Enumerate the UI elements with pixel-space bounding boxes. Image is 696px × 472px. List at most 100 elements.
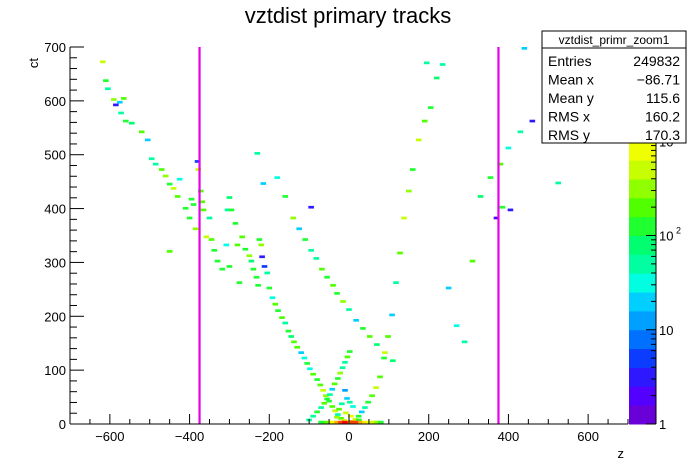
histogram-cell xyxy=(378,420,384,424)
palette-segment xyxy=(629,216,656,236)
y-tick-label: 600 xyxy=(44,94,66,109)
histogram-cell xyxy=(362,420,368,424)
histogram-cell xyxy=(158,168,165,171)
histogram-cell xyxy=(344,397,350,400)
histogram-cell xyxy=(296,227,302,231)
palette-segment xyxy=(629,329,656,350)
histogram-cell xyxy=(190,203,197,206)
histogram-cell xyxy=(291,340,297,344)
histogram-cell xyxy=(103,79,109,82)
histogram-cell xyxy=(353,318,359,322)
histogram-cell xyxy=(337,371,344,375)
histogram-cell xyxy=(477,195,484,198)
histogram-cell xyxy=(445,286,452,290)
y-tick-label: 0 xyxy=(59,417,66,432)
histogram-cell xyxy=(321,401,328,405)
histogram-cell xyxy=(326,399,332,403)
histogram-cell xyxy=(334,420,340,424)
histogram-cell xyxy=(239,235,245,239)
palette-segment xyxy=(629,310,656,331)
histogram-cell xyxy=(313,257,320,260)
histogram-cell xyxy=(224,208,231,212)
histogram-cell xyxy=(409,168,416,171)
histogram-cell xyxy=(339,366,346,370)
stats-row-value: 249832 xyxy=(633,53,680,69)
stats-row-value: −86.71 xyxy=(637,72,680,88)
histogram-cell xyxy=(323,394,329,398)
histogram-cell xyxy=(374,420,380,424)
histogram-cell xyxy=(256,238,263,241)
stats-row-label: Entries xyxy=(548,53,592,69)
histogram-cell xyxy=(242,247,249,251)
palette-segment xyxy=(629,254,656,274)
histogram-cell xyxy=(362,406,368,409)
histogram-cell xyxy=(226,196,233,199)
palette-tick-label: 1 xyxy=(659,417,666,432)
histogram-cell xyxy=(354,420,360,424)
histogram-cell xyxy=(507,208,514,212)
histogram-cell xyxy=(272,302,279,306)
x-tick-label: 600 xyxy=(577,429,599,444)
histogram-cell xyxy=(329,387,336,391)
histogram-cell xyxy=(192,227,199,231)
histogram-cell xyxy=(350,420,356,424)
histogram-cell xyxy=(208,238,215,241)
histogram-cell xyxy=(214,259,221,263)
histogram-cell xyxy=(118,111,124,115)
histogram-cell xyxy=(433,76,440,80)
histogram-cell xyxy=(144,138,151,142)
histogram-cell xyxy=(346,308,352,311)
plot-frame xyxy=(70,47,628,424)
stats-box-title: vztdist_primr_zoom1 xyxy=(559,33,670,47)
histogram-cell xyxy=(322,420,328,424)
histogram-cell xyxy=(302,238,308,241)
histogram-cell xyxy=(555,181,562,185)
histogram-cell xyxy=(234,243,241,247)
histogram-cell xyxy=(195,168,202,171)
histogram-cell xyxy=(415,138,422,142)
stats-row-value: 160.2 xyxy=(645,109,680,125)
histogram-cell xyxy=(123,119,129,123)
histogram-cell xyxy=(176,177,183,181)
histogram-cell xyxy=(275,309,281,312)
histogram-cell xyxy=(162,174,169,178)
histogram-cell xyxy=(318,406,324,409)
stats-box[interactable]: vztdist_primr_zoom1 Entries 249832 Mean x −8… xyxy=(541,30,687,144)
histogram-cell xyxy=(111,98,117,101)
histogram-cell xyxy=(342,360,348,364)
histogram-cell xyxy=(340,300,346,303)
x-tick-label: 0 xyxy=(345,429,352,444)
histogram-cell xyxy=(330,283,336,287)
palette-segment xyxy=(629,292,656,312)
palette-segment xyxy=(629,141,656,161)
x-tick-label: −200 xyxy=(255,429,284,444)
histogram-cell xyxy=(232,222,239,225)
histogram-cell xyxy=(260,182,267,185)
histogram-cell xyxy=(505,146,512,150)
histogram-cell xyxy=(308,205,314,209)
histogram-cell xyxy=(365,400,371,404)
histogram-cell xyxy=(170,187,177,190)
histogram-cell xyxy=(342,388,348,392)
histogram-cell xyxy=(269,296,276,300)
histogram-cell xyxy=(254,152,261,155)
histogram-cell xyxy=(182,206,189,210)
histogram-cell xyxy=(382,351,388,354)
histogram-cell xyxy=(348,414,354,418)
axes: −600 −400 −200 0 200 400 600 0 100 200 300 400 500 60… xyxy=(44,40,629,444)
histogram-cell xyxy=(188,197,195,201)
histogram-cell xyxy=(497,162,504,166)
y-tick-label: 400 xyxy=(44,202,66,217)
histogram-cell xyxy=(255,283,261,287)
histogram-cell xyxy=(366,335,373,338)
palette-tick-label: 10 xyxy=(659,229,673,244)
y-tick-label: 200 xyxy=(44,309,66,324)
histogram-cell xyxy=(469,259,476,263)
palette-segment xyxy=(629,348,656,368)
histogram-cell xyxy=(186,216,193,220)
stats-row-label: RMS y xyxy=(548,127,590,143)
histogram-cell xyxy=(335,413,341,416)
histogram-cell xyxy=(258,243,265,247)
palette-segment xyxy=(629,405,656,425)
histogram-cell xyxy=(329,405,336,408)
